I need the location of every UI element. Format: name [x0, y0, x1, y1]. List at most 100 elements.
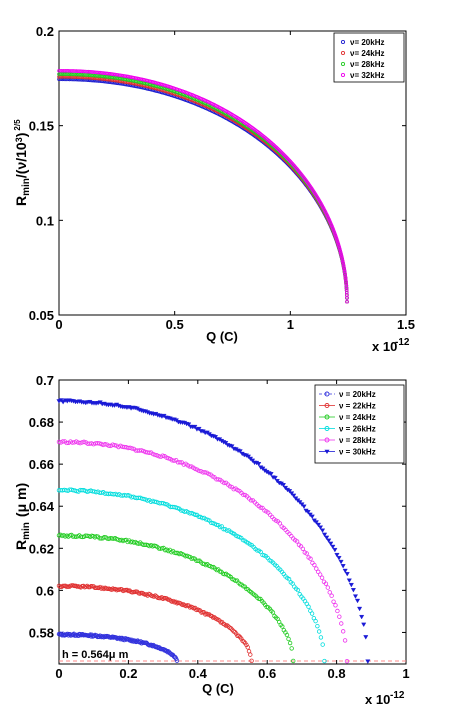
data-point — [64, 72, 68, 77]
data-point — [102, 442, 108, 447]
data-point — [105, 75, 109, 79]
data-point — [196, 514, 202, 519]
data-point — [139, 448, 144, 453]
data-point — [93, 73, 98, 78]
data-point — [337, 247, 342, 251]
data-point — [60, 72, 65, 76]
data-point — [287, 640, 293, 646]
data-point — [72, 69, 77, 73]
data-point — [135, 76, 140, 81]
data-point — [113, 76, 118, 80]
legend-marker — [324, 437, 330, 443]
data-point — [143, 78, 148, 82]
data-point — [287, 489, 293, 494]
data-point — [111, 75, 116, 80]
data-point — [71, 69, 75, 73]
data-point — [122, 444, 127, 450]
data-point — [152, 83, 157, 88]
data-point — [193, 466, 198, 472]
data-point — [115, 76, 119, 80]
data-point — [337, 244, 341, 248]
data-point — [72, 534, 77, 539]
data-point — [270, 610, 276, 615]
data-point — [313, 618, 318, 624]
data-point — [291, 493, 297, 499]
x-tick-label: 0 — [55, 317, 62, 332]
data-point — [62, 68, 67, 73]
data-point — [62, 72, 67, 76]
data-point — [121, 73, 126, 78]
data-point — [157, 85, 162, 89]
bottom-legend-box — [314, 384, 405, 464]
data-point — [343, 275, 348, 279]
data-point — [126, 78, 130, 82]
data-point — [268, 472, 274, 477]
data-point — [155, 81, 160, 86]
x-tick-label: 0.5 — [166, 317, 184, 332]
data-point — [74, 69, 79, 73]
data-point — [313, 520, 319, 525]
data-point — [337, 614, 342, 619]
data-point — [336, 556, 342, 561]
data-point — [340, 629, 346, 634]
top-x-ticks: 0 0.5 1 1.5 — [55, 31, 415, 332]
data-point — [194, 558, 199, 563]
data-point — [93, 70, 98, 75]
data-point — [116, 73, 121, 77]
data-point — [95, 73, 99, 78]
data-point — [348, 582, 354, 588]
data-point — [340, 258, 345, 263]
series-4 — [56, 487, 327, 664]
data-point — [129, 78, 134, 83]
data-point — [330, 544, 336, 550]
data-point — [289, 646, 294, 651]
data-point — [344, 279, 348, 283]
data-point — [187, 464, 192, 469]
data-point — [317, 572, 323, 577]
data-point — [294, 539, 300, 544]
data-point — [156, 546, 162, 551]
data-point — [241, 492, 246, 497]
y-tick-label: 0.1 — [36, 213, 54, 228]
data-point — [286, 576, 292, 582]
legend-marker — [324, 426, 330, 431]
top-y-axis-label: Rmin/(ν/103) 2/5 — [13, 119, 32, 206]
y-tick-label: 0.58 — [29, 625, 54, 640]
data-point — [110, 442, 115, 447]
data-point — [327, 590, 332, 595]
data-point — [244, 642, 249, 648]
data-point — [333, 603, 338, 608]
x-tick-label: 1 — [287, 317, 294, 332]
data-point — [301, 504, 307, 509]
data-point — [336, 240, 340, 245]
data-point — [127, 75, 132, 79]
top-chart: 0 0.5 1 1.5 0.05 0.1 0.15 0.2 Q (C) x 10 -12 R… — [13, 24, 415, 354]
data-point — [312, 562, 317, 568]
data-point — [193, 512, 198, 517]
bottom-y-axis-label: Rmin (μ m) — [13, 483, 32, 550]
data-point — [129, 75, 134, 79]
data-point — [291, 658, 296, 664]
data-point — [86, 69, 91, 74]
data-point — [342, 269, 347, 274]
data-point — [123, 77, 127, 82]
data-point — [139, 80, 143, 85]
y-tick-label: 0.15 — [29, 119, 54, 134]
data-point — [146, 79, 151, 83]
y-tick-label: 0.66 — [29, 457, 54, 472]
data-point — [344, 281, 348, 285]
legend-label: ν= 20kHz — [350, 38, 384, 47]
data-point — [344, 283, 349, 288]
data-point — [300, 546, 306, 551]
y-tick-label: 0.2 — [36, 24, 54, 39]
x-tick-label: 0.2 — [119, 666, 137, 681]
data-point — [319, 528, 326, 533]
data-point — [192, 424, 198, 430]
data-point — [101, 71, 106, 75]
data-point — [299, 502, 305, 507]
top-y-label-main: R — [13, 196, 29, 206]
data-point — [186, 422, 192, 427]
data-point — [60, 68, 65, 73]
data-point — [134, 76, 138, 80]
bottom-legend: ν = 20kHz ν = 22kHz ν = 24kHz ν = 26kHz ν = … — [314, 384, 405, 464]
